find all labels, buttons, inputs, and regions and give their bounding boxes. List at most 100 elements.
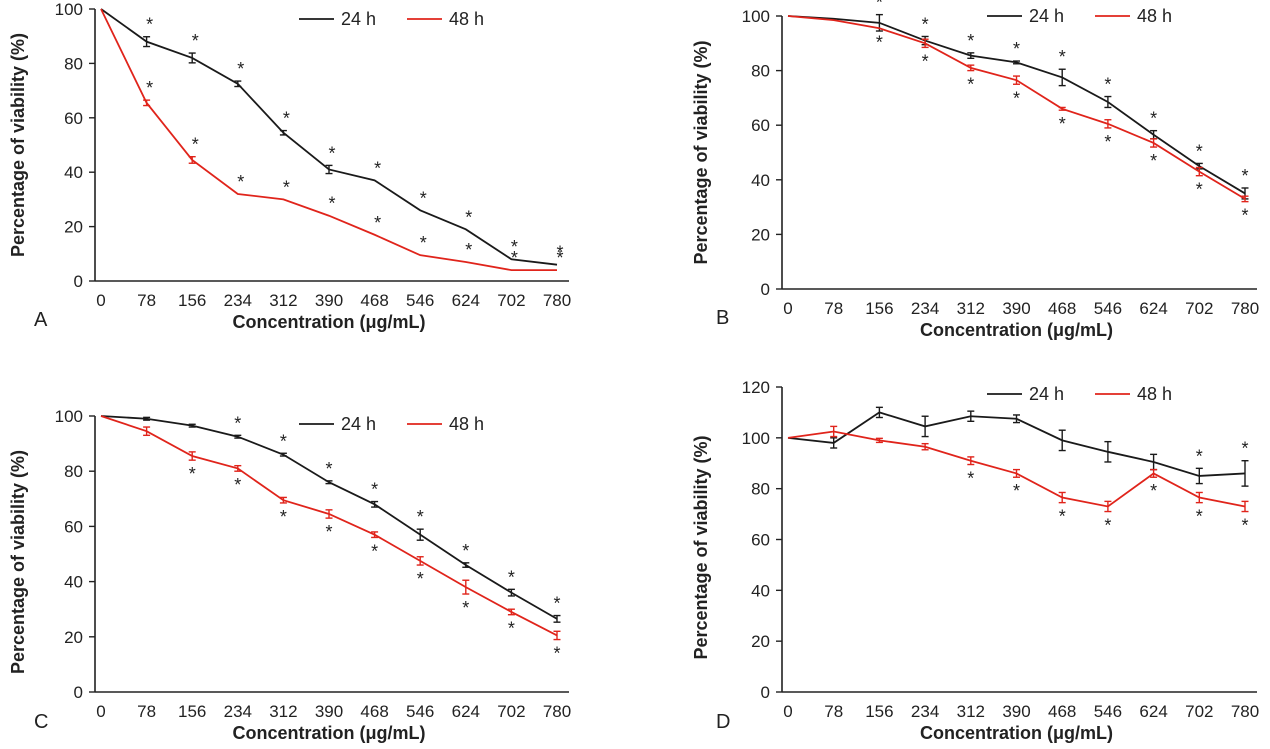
- y-tick-label: 40: [64, 163, 83, 182]
- significance-star: *: [511, 248, 518, 268]
- x-tick-label: 702: [497, 291, 525, 310]
- significance-star: *: [508, 619, 515, 639]
- legend-label: 24 h: [1029, 6, 1064, 26]
- significance-star: *: [553, 644, 560, 664]
- x-tick-label: 156: [865, 702, 893, 721]
- x-tick-label: 624: [1139, 299, 1167, 318]
- significance-star: *: [967, 31, 974, 51]
- x-tick-label: 0: [96, 702, 105, 721]
- significance-star: *: [1196, 507, 1203, 527]
- significance-star: *: [1150, 151, 1157, 171]
- x-tick-label: 390: [1002, 702, 1030, 721]
- x-tick-label: 780: [1231, 299, 1259, 318]
- significance-star: *: [1196, 141, 1203, 161]
- x-tick-label: 156: [178, 291, 206, 310]
- significance-star: *: [1241, 166, 1248, 186]
- x-tick-label: 78: [824, 299, 843, 318]
- x-tick-label: 390: [1002, 299, 1030, 318]
- x-tick-label: 156: [178, 702, 206, 721]
- x-axis-label: Concentration (μg/mL): [233, 312, 426, 332]
- significance-star: *: [462, 598, 469, 618]
- x-tick-label: 234: [224, 702, 252, 721]
- x-tick-label: 78: [137, 291, 156, 310]
- significance-star: *: [1196, 446, 1203, 466]
- significance-star: *: [967, 75, 974, 95]
- panel-letter: C: [34, 711, 48, 733]
- series-24h: ********* *: [100, 8, 564, 266]
- significance-star: *: [922, 51, 929, 71]
- x-tick-label: 78: [824, 702, 843, 721]
- x-tick-label: 468: [1048, 299, 1076, 318]
- chart-panel-c: 0 20 40 60 80 100 0 78 156 234 312 390 468 546 624 702 7…: [8, 407, 571, 743]
- y-tick-label: 60: [751, 116, 770, 135]
- panel-letter: B: [716, 307, 729, 329]
- chart-panel-a: 0 20 40 60 80 100 0 78 156 234 312 390 468 546 624 702 7…: [8, 0, 571, 332]
- significance-star: *: [508, 567, 515, 587]
- significance-star: *: [328, 143, 335, 163]
- significance-star: *: [462, 541, 469, 561]
- significance-star: *: [1059, 507, 1066, 527]
- legend-label: 24 h: [341, 414, 376, 434]
- significance-star: *: [374, 158, 381, 178]
- y-axis-label: Percentage of viability (%): [8, 33, 28, 257]
- significance-star: *: [234, 475, 241, 495]
- x-tick-label: 780: [543, 291, 571, 310]
- significance-star: *: [553, 594, 560, 614]
- significance-star: *: [1013, 481, 1020, 501]
- x-tick-label: 624: [452, 702, 480, 721]
- y-tick-label: 80: [64, 462, 83, 481]
- significance-star: *: [1104, 75, 1111, 95]
- x-tick-label: 156: [865, 299, 893, 318]
- y-tick-label: 0: [74, 272, 83, 291]
- series-48h: *** **** * * *: [100, 8, 564, 272]
- y-axis-label: Percentage of viability (%): [691, 40, 711, 264]
- significance-star: *: [1241, 516, 1248, 536]
- y-tick-label: 60: [64, 109, 83, 128]
- significance-star: *: [420, 188, 427, 208]
- y-tick-label: 80: [751, 480, 770, 499]
- legend-label: 48 h: [449, 9, 484, 29]
- significance-star: *: [1241, 439, 1248, 459]
- significance-star: *: [1150, 109, 1157, 129]
- significance-star: *: [146, 78, 153, 98]
- x-tick-label: 780: [1231, 702, 1259, 721]
- y-tick-label: 20: [751, 632, 770, 651]
- significance-star: *: [417, 507, 424, 527]
- y-tick-label: 0: [74, 683, 83, 702]
- significance-star: *: [283, 109, 290, 129]
- x-axis-label: Concentration (μg/mL): [920, 723, 1113, 743]
- significance-star: *: [1013, 39, 1020, 59]
- panel-letter: D: [716, 711, 730, 733]
- y-tick-label: 60: [64, 517, 83, 536]
- series-line: [100, 8, 558, 266]
- x-tick-label: 780: [543, 702, 571, 721]
- series-24h: * * * * * * * *: [100, 413, 561, 623]
- significance-star: *: [1196, 180, 1203, 200]
- significance-star: *: [420, 233, 427, 253]
- series-48h: * * * * * * * * *: [100, 415, 561, 664]
- significance-star: *: [876, 0, 883, 13]
- y-tick-label: 80: [751, 62, 770, 81]
- significance-star: *: [1104, 132, 1111, 152]
- x-tick-label: 0: [96, 291, 105, 310]
- y-axis-label: Percentage of viability (%): [8, 450, 28, 674]
- y-tick-label: 20: [64, 218, 83, 237]
- significance-star: *: [280, 507, 287, 527]
- x-tick-label: 468: [1048, 702, 1076, 721]
- x-tick-label: 468: [360, 702, 388, 721]
- x-tick-label: 546: [1094, 299, 1122, 318]
- y-axis-label: Percentage of viability (%): [691, 435, 711, 659]
- y-tick-label: 20: [64, 628, 83, 647]
- panel-letter: A: [34, 309, 48, 331]
- x-tick-label: 702: [1185, 702, 1213, 721]
- significance-star: *: [417, 569, 424, 589]
- x-tick-label: 78: [137, 702, 156, 721]
- significance-star: *: [192, 31, 199, 51]
- x-tick-label: 546: [406, 702, 434, 721]
- y-tick-label: 100: [55, 0, 83, 19]
- significance-star: *: [1241, 206, 1248, 226]
- significance-star: *: [511, 237, 518, 257]
- series-24h: * * * * * * * * *: [787, 0, 1249, 200]
- series-48h: * * * * * * * * *: [787, 15, 1249, 226]
